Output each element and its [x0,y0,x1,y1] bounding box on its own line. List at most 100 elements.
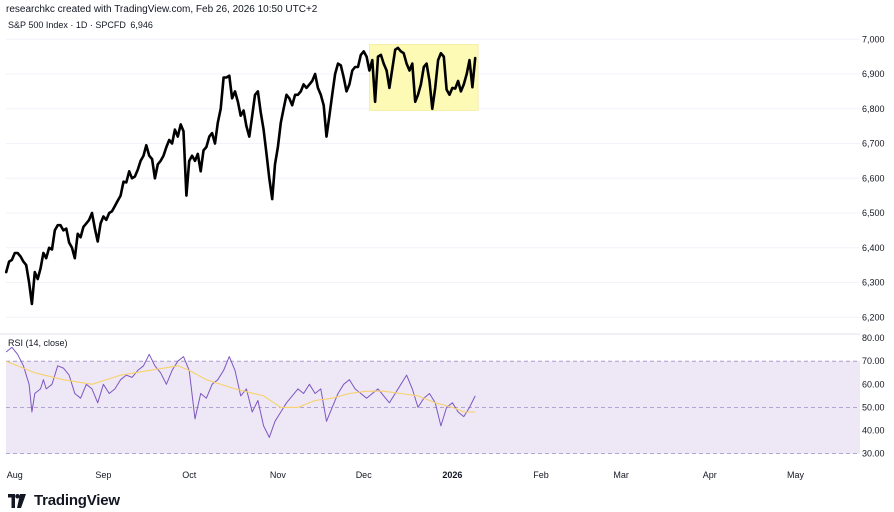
price-data-point [348,83,351,86]
price-data-point [182,130,185,133]
consolidation-highlight-box[interactable] [369,44,479,111]
chart-attribution: researchkc created with TradingView.com,… [6,4,318,15]
symbol-legend: S&P 500 Index · 1D · SPCFD 6,946 [8,20,155,30]
rsi-indicator-name[interactable]: RSI (14, close) [8,338,68,348]
price-data-point [116,200,119,203]
price-data-point [320,94,323,97]
price-data-point [302,83,305,86]
price-data-point [68,241,71,244]
price-data-point [177,135,180,138]
price-data-point [463,83,466,86]
price-data-point [325,135,328,138]
price-tick-label: 6,500 [862,208,885,218]
price-data-point [245,125,248,128]
price-data-point [474,57,477,60]
price-data-point [45,257,48,260]
price-data-point [374,101,377,104]
price-data-point [308,83,311,86]
price-data-point [219,107,222,110]
price-data-point [400,50,403,53]
price-tick-label: 6,900 [862,69,885,79]
price-data-point [79,236,82,239]
price-data-point [322,104,325,107]
price-data-point [139,160,142,163]
price-data-point [402,52,405,55]
price-data-point [165,146,168,149]
price-data-point [188,160,191,163]
price-data-point [445,88,448,91]
price-data-point [205,146,208,149]
price-data-point [248,135,251,138]
price-data-point [425,62,428,65]
price-data-point [380,54,383,57]
price-data-point [397,47,400,50]
price-data-point [288,97,291,100]
price-data-point [199,170,202,173]
price-data-point [334,73,337,76]
price-data-point [42,252,45,255]
rsi-tick-label: 80.00 [862,333,885,343]
price-data-point [431,107,434,110]
price-data-point [148,154,151,157]
time-axis: Aug Sep Oct Nov Dec 2026 Feb Mar Apr May [7,470,805,480]
price-data-point [25,264,28,267]
price-data-point [114,205,117,208]
price-data-point [337,62,340,65]
last-value: 6,946 [130,20,153,30]
price-data-point [59,224,62,227]
price-data-point [408,69,411,72]
price-data-point [285,94,288,97]
price-data-point [451,87,454,90]
price-data-point [271,198,274,201]
price-data-point [197,153,200,156]
price-data-point [454,87,457,90]
price-data-point [262,128,265,131]
price-data-point [277,146,280,149]
price-data-point [225,76,228,79]
price-series-line[interactable] [4,46,477,306]
price-data-point [11,259,14,262]
price-data-point [214,142,217,145]
price-data-point [254,94,257,97]
rsi-ma-line[interactable] [5,360,476,413]
price-data-point [91,212,94,215]
price-data-point [468,59,471,62]
rsi-legend: RSI (14, close) [8,338,68,348]
price-data-point [31,303,34,306]
price-tick-label: 6,600 [862,173,885,183]
price-data-point [222,76,225,79]
price-data-point [428,80,431,83]
price-data-point [179,123,182,126]
price-data-point [328,114,331,117]
price-data-point [291,104,294,107]
time-tick-label: Nov [270,470,287,480]
price-data-point [202,149,205,152]
price-data-point [354,66,357,69]
price-data-point [8,260,11,263]
price-data-point [128,170,131,173]
price-data-point [388,87,391,90]
price-data-point [82,226,85,229]
price-data-point [362,50,365,53]
rsi-series-line[interactable] [5,346,476,438]
price-data-point [471,86,474,89]
price-data-point [417,94,420,97]
price-tick-label: 6,800 [862,104,885,114]
price-data-point [357,66,360,69]
price-data-point [434,87,437,90]
price-data-point [16,252,19,255]
price-data-point [251,114,254,117]
time-tick-label: Apr [703,470,717,480]
rsi-series-layer [5,346,476,438]
time-tick-label: 2026 [442,470,462,480]
price-data-point [136,168,139,171]
price-data-point [108,212,111,215]
price-series-layer [4,46,477,306]
price-data-point [365,55,368,58]
price-tick-label: 6,300 [862,278,885,288]
price-data-point [168,139,171,142]
price-data-point [171,142,174,145]
price-data-point [368,69,371,72]
symbol-name[interactable]: S&P 500 Index · 1D · SPCFD [8,20,126,30]
